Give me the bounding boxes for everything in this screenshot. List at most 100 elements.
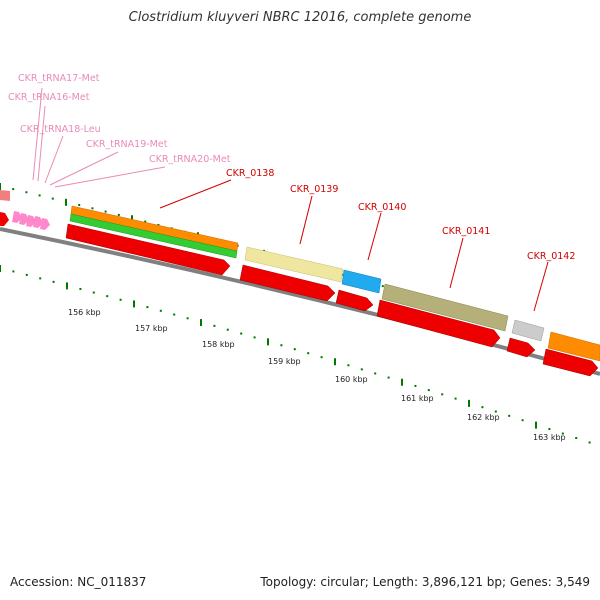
minor-tick [320,356,323,359]
trna-arrow [19,213,29,225]
kbp-label: 157 kbp [135,324,168,333]
trna-arrow [40,218,50,230]
kbp-label: 158 kbp [202,340,235,349]
minor-tick [38,194,41,197]
accession-text: Accession: NC_011837 [10,575,147,589]
minor-tick [173,313,176,316]
major-tick [0,183,1,190]
trna-arrows [12,211,50,230]
major-tick [65,198,67,206]
minor-tick [280,344,283,347]
minor-tick [91,207,94,210]
minor-tick [79,287,82,290]
feature-bar-grey [511,319,545,342]
cds-arrow-left-partial [0,212,9,226]
minor-tick [454,397,457,400]
cds-arrow [376,299,501,348]
gene-label: CKR_0139 [290,184,338,195]
major-tick [0,265,1,272]
gene-label: CKR_0141 [442,226,490,237]
major-tick [131,215,133,223]
minor-tick [588,441,591,444]
minor-tick [159,309,162,312]
minor-tick [104,210,107,213]
minor-tick [52,280,55,283]
cds-arrow [506,337,536,358]
minor-tick [157,223,160,226]
trna-label: CKR_tRNA16-Met [8,92,90,103]
minor-tick [117,213,120,216]
trna-label: CKR_tRNA19-Met [86,139,168,150]
cds-arrow [542,348,599,377]
gene-label: CKR_0142 [527,251,575,262]
genome-backbone [0,227,600,376]
minor-tick [51,197,54,200]
minor-tick [144,220,147,223]
kbp-label: 163 kbp [533,433,566,442]
major-tick [267,338,269,346]
minor-tick [387,376,390,379]
minor-tick [293,348,296,351]
major-tick [133,300,135,308]
cds-leader-lines [159,179,549,312]
minor-tick [146,306,149,309]
inner-tick-row [0,265,591,444]
minor-tick [575,436,578,439]
major-tick [401,378,403,386]
minor-tick [381,285,384,288]
kbp-label: 159 kbp [268,357,301,366]
major-tick [535,421,537,429]
minor-tick [119,298,122,301]
cds-arrows [65,223,599,377]
gene-label: CKR_0140 [358,202,406,213]
major-tick [200,319,202,327]
minor-tick [561,432,564,435]
genome-stats-text: Topology: circular; Length: 3,896,121 bp… [260,575,590,589]
feature-bar-orange-right [547,331,600,362]
minor-tick [374,372,377,375]
kbp-label: 160 kbp [335,375,368,384]
trna-leader-lines [32,87,166,188]
minor-tick [78,204,81,207]
major-tick [334,358,336,366]
minor-tick [441,393,444,396]
trna-label: CKR_tRNA18-Leu [20,124,101,135]
minor-tick [360,368,363,371]
minor-tick [25,273,28,276]
minor-tick [427,389,430,392]
minor-tick [481,406,484,409]
minor-tick [106,295,109,298]
minor-tick [12,270,15,273]
page-title: Clostridium kluyveri NBRC 12016, complet… [128,10,472,25]
trna-arrow [12,211,22,223]
minor-tick [92,291,95,294]
major-tick [66,282,68,290]
minor-tick [12,188,15,191]
minor-tick [347,364,350,367]
minor-tick [253,336,256,339]
kbp-label: 162 kbp [467,413,500,422]
gene-label: CKR_0138 [226,168,274,179]
trna-arrow [26,215,36,227]
trna-arrow [33,216,43,228]
feature-bar-blue [341,269,382,294]
feature-bar-left-pink [0,190,10,201]
kbp-label: 156 kbp [68,308,101,317]
minor-tick [414,384,417,387]
minor-tick [39,277,42,280]
minor-tick [240,332,243,335]
major-tick [468,399,470,407]
minor-tick [307,352,310,355]
minor-tick [186,317,189,320]
minor-tick [508,414,511,417]
feature-bar-yellow [244,246,344,283]
cds-arrow [239,264,336,302]
feature-bar-olive [381,283,509,332]
cds-arrow [65,223,231,276]
minor-tick [548,428,551,431]
minor-tick [494,410,497,413]
trna-label: CKR_tRNA20-Met [149,154,231,165]
minor-tick [226,328,229,331]
feature-bar-green [69,213,238,259]
